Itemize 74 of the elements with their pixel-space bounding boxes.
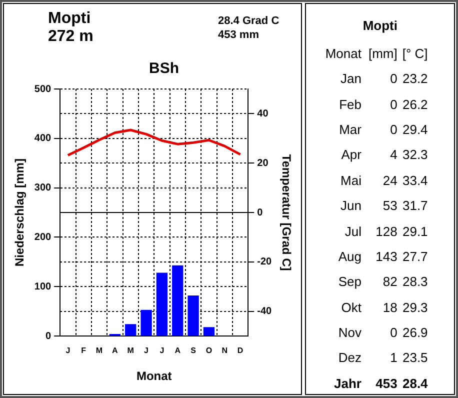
category-label: Dez xyxy=(337,349,362,368)
data-label: 0 xyxy=(389,96,398,114)
category-label: Okt xyxy=(340,298,362,317)
x-tick-label: O xyxy=(206,346,212,356)
chart-title: Mopti xyxy=(48,10,92,28)
x-tick-label: S xyxy=(190,346,197,356)
text: 28.4 Grad C xyxy=(218,14,280,28)
y2-axis-title: Temperatur [Grad C] xyxy=(279,154,294,271)
y-axis-title: Niederschlag [mm] xyxy=(12,158,27,267)
y-tick-label: 400 xyxy=(34,133,52,144)
data-label: 0 xyxy=(389,120,398,139)
x-tick-label: M xyxy=(127,346,134,356)
category-label: Jul xyxy=(344,222,362,241)
category-label: Mai xyxy=(340,172,362,190)
text: [° C] xyxy=(401,45,429,63)
data-label: 18 xyxy=(382,298,398,317)
data-label: 27.7 xyxy=(401,248,429,266)
category-label: Nov xyxy=(337,324,362,342)
x-tick-label: M xyxy=(96,346,103,356)
data-label: 0 xyxy=(389,70,398,88)
data-label: 29.4 xyxy=(401,120,429,139)
data-label: 143 xyxy=(374,248,398,266)
x-tick-label: J xyxy=(160,346,164,356)
y2-tick-label: -40 xyxy=(257,306,272,318)
text: Mopti xyxy=(362,18,398,33)
category-label: Mar xyxy=(338,120,362,139)
data-label: 26.2 xyxy=(401,96,429,114)
x-tick-label: J xyxy=(66,346,70,356)
text: Monat xyxy=(324,45,362,63)
data-label: 32.3 xyxy=(401,146,429,164)
data-label: 29.1 xyxy=(401,222,429,241)
x-tick-label: N xyxy=(222,346,228,356)
category-label: Sep xyxy=(337,273,362,292)
data-label: 453 xyxy=(374,374,398,393)
x-tick-label: A xyxy=(174,346,181,356)
data-label: 26.9 xyxy=(401,324,429,342)
x-tick-label: D xyxy=(237,346,244,356)
x-tick-label: A xyxy=(112,346,118,356)
data-label: 4 xyxy=(389,146,398,164)
x-axis-title: Monat xyxy=(136,369,172,384)
y-tick-label: 0 xyxy=(46,330,52,342)
x-tick-label: J xyxy=(144,346,149,356)
category-label: Jun xyxy=(340,197,362,216)
data-label: 24 xyxy=(382,172,398,190)
data-label: 28.4 xyxy=(401,374,429,393)
y-tick-label: 100 xyxy=(34,281,52,292)
category-label: Apr xyxy=(340,146,362,164)
y-tick-label: 300 xyxy=(34,182,52,194)
data-label: 31.7 xyxy=(401,197,429,216)
y2-tick-label: 40 xyxy=(257,108,269,120)
y-tick-label: 500 xyxy=(34,84,52,95)
category-label: Jahr xyxy=(333,374,362,393)
y-tick-label: 200 xyxy=(34,232,52,243)
text: 453 mm xyxy=(218,28,260,42)
data-label: 1 xyxy=(389,349,398,368)
x-tick-label: F xyxy=(81,346,86,356)
category-label: Jan xyxy=(340,70,362,88)
data-label: 23.2 xyxy=(401,70,429,88)
data-label: 33.4 xyxy=(401,172,429,190)
data-label: 23.5 xyxy=(401,349,429,368)
y2-tick-label: 20 xyxy=(257,158,269,169)
data-label: 0 xyxy=(389,324,398,342)
text: BSh xyxy=(148,60,180,77)
category-label: Aug xyxy=(337,248,362,266)
data-label: 28.3 xyxy=(401,273,429,292)
data-label: 82 xyxy=(382,273,398,292)
y2-tick-label: -20 xyxy=(257,256,272,268)
chart-subtitle: 272 m xyxy=(48,28,94,46)
data-label: 29.3 xyxy=(401,298,429,317)
data-label: 128 xyxy=(374,222,398,241)
text: [mm] xyxy=(367,45,398,63)
data-label: 53 xyxy=(382,197,398,216)
category-label: Feb xyxy=(338,96,362,114)
y2-tick-label: 0 xyxy=(257,207,264,218)
